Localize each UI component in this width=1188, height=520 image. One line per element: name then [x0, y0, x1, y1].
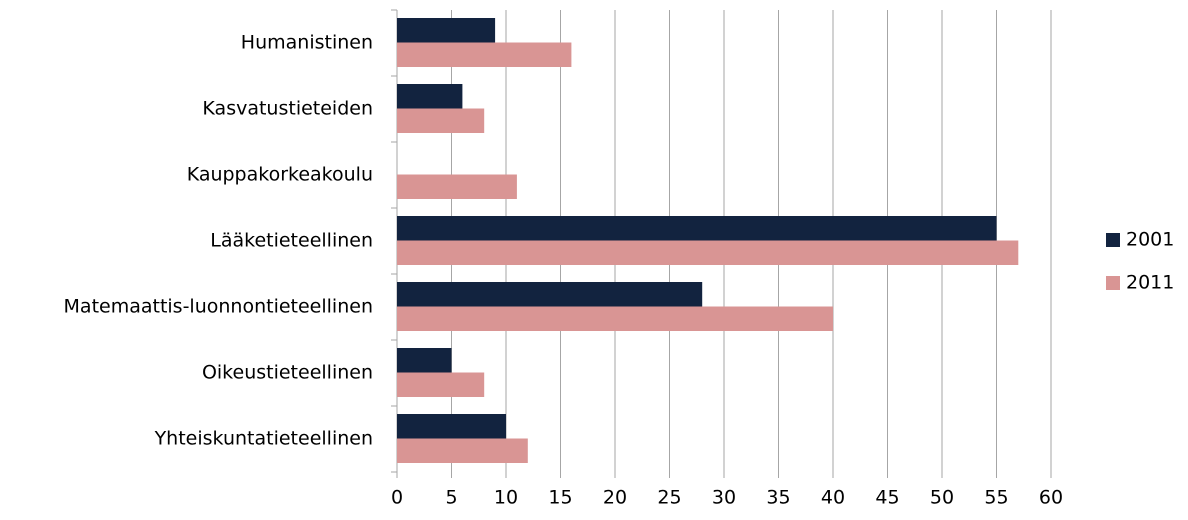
x-tick-label: 40 [821, 487, 845, 509]
y-tick-label: Kauppakorkeakoulu [187, 164, 373, 186]
x-tick-label: 35 [766, 487, 790, 509]
legend-label: 2001 [1126, 229, 1174, 251]
x-tick-label: 45 [875, 487, 899, 509]
y-tick-label: Matemaattis-luonnontieteellinen [64, 296, 373, 318]
bar [397, 108, 485, 133]
legend-swatch [1106, 276, 1120, 290]
bar [397, 174, 517, 199]
bar [397, 18, 496, 43]
x-tick-label: 55 [984, 487, 1008, 509]
bar [397, 42, 572, 67]
legend-label: 2011 [1126, 272, 1174, 294]
x-tick-label: 20 [603, 487, 627, 509]
bar [397, 306, 833, 331]
bar [397, 438, 528, 463]
x-tick-label: 50 [930, 487, 954, 509]
bar [397, 240, 1019, 265]
bar [397, 348, 452, 373]
x-tick-label: 15 [548, 487, 572, 509]
y-tick-label: Humanistinen [241, 32, 373, 54]
y-tick-label: Yhteiskuntatieteellinen [154, 428, 373, 450]
bar [397, 372, 485, 397]
x-tick-label: 60 [1039, 487, 1063, 509]
bar [397, 414, 506, 439]
bar [397, 216, 997, 241]
legend-swatch [1106, 233, 1120, 247]
y-tick-label: Oikeustieteellinen [202, 362, 373, 384]
x-tick-label: 0 [391, 487, 403, 509]
x-tick-label: 5 [445, 487, 457, 509]
bar [397, 84, 463, 109]
y-tick-label: Lääketieteellinen [210, 230, 373, 252]
x-tick-label: 25 [657, 487, 681, 509]
x-tick-label: 10 [494, 487, 518, 509]
x-tick-label: 30 [712, 487, 736, 509]
bar [397, 282, 703, 307]
y-tick-label: Kasvatustieteiden [202, 98, 373, 120]
